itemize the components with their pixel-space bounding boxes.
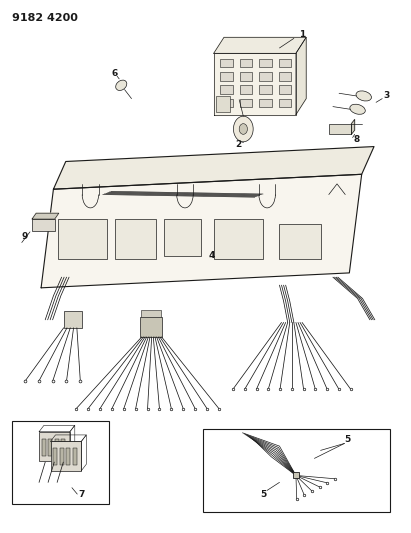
Bar — [39, 432, 70, 461]
Bar — [216, 96, 230, 112]
Bar — [240, 99, 252, 107]
Circle shape — [239, 124, 247, 134]
Bar — [12, 421, 109, 504]
Bar — [115, 219, 156, 259]
Polygon shape — [51, 435, 86, 441]
Bar — [60, 448, 64, 465]
Bar — [51, 441, 81, 471]
Polygon shape — [53, 147, 374, 189]
Bar — [279, 99, 291, 107]
Bar — [279, 59, 291, 67]
Bar — [58, 219, 107, 259]
Bar — [32, 219, 55, 231]
Text: 1: 1 — [299, 30, 305, 39]
Polygon shape — [70, 425, 75, 461]
Polygon shape — [32, 213, 59, 219]
Bar — [220, 59, 233, 67]
Bar — [279, 224, 321, 259]
Bar — [259, 85, 272, 94]
Text: 4: 4 — [208, 252, 215, 260]
Bar — [48, 439, 52, 456]
Polygon shape — [214, 37, 306, 53]
Text: 3: 3 — [383, 92, 390, 100]
Bar — [214, 219, 263, 259]
Bar — [55, 439, 59, 456]
Bar — [203, 429, 390, 512]
Bar — [66, 448, 70, 465]
Bar — [259, 99, 272, 107]
Bar — [329, 124, 351, 134]
Bar — [220, 85, 233, 94]
Bar — [42, 439, 46, 456]
Text: 8: 8 — [353, 135, 360, 144]
Bar — [279, 72, 291, 80]
Bar — [164, 219, 201, 256]
Text: 9: 9 — [21, 232, 28, 241]
Text: 5: 5 — [261, 490, 267, 499]
Bar — [259, 59, 272, 67]
Polygon shape — [81, 435, 86, 471]
Bar — [220, 99, 233, 107]
Bar — [61, 439, 65, 456]
Ellipse shape — [115, 80, 127, 91]
Bar — [240, 85, 252, 94]
Polygon shape — [296, 37, 306, 115]
Text: 5: 5 — [344, 435, 351, 444]
Circle shape — [233, 116, 253, 142]
Text: 6: 6 — [111, 69, 118, 78]
Bar — [259, 72, 272, 80]
Ellipse shape — [356, 91, 372, 101]
Bar — [240, 72, 252, 80]
Bar — [73, 448, 77, 465]
Ellipse shape — [350, 104, 365, 114]
Polygon shape — [41, 174, 362, 288]
Bar — [140, 317, 162, 337]
Polygon shape — [39, 425, 75, 432]
Bar — [64, 311, 82, 328]
Text: 9182 4200: 9182 4200 — [12, 13, 78, 23]
Bar — [220, 72, 233, 80]
Bar — [240, 59, 252, 67]
Polygon shape — [214, 53, 296, 115]
Bar — [279, 85, 291, 94]
Bar — [53, 448, 57, 465]
Text: 2: 2 — [235, 141, 241, 149]
Polygon shape — [351, 119, 355, 134]
Text: 7: 7 — [78, 490, 85, 498]
Bar — [141, 310, 161, 317]
